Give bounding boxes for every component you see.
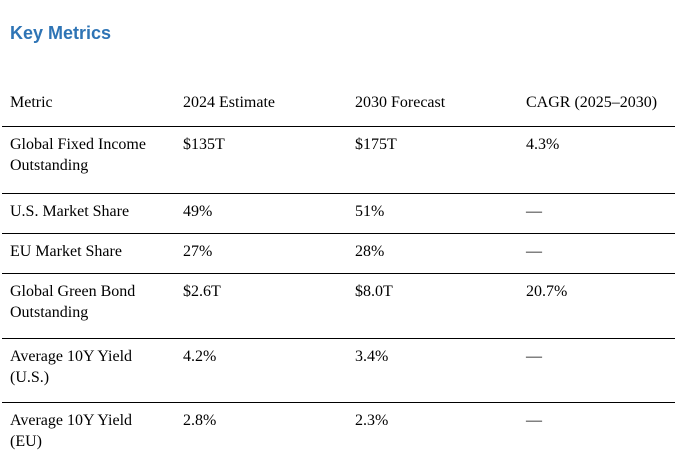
estimate-2024-cell: $135T [183,135,225,153]
forecast-2030-cell: 51% [355,202,385,220]
table-row: EU Market Share 27% 28% — [2,233,675,273]
page-title: Key Metrics [10,23,112,43]
metric-cell: EU Market Share [10,242,122,260]
table-row: U.S. Market Share 49% 51% — [2,193,675,233]
estimate-2024-cell: 4.2% [183,347,217,365]
table-row: Global Fixed Income Outstanding $135T $1… [2,126,675,193]
estimate-2024-cell: 2.8% [183,411,217,429]
forecast-2030-cell: $175T [355,135,397,153]
cagr-cell: — [526,347,542,365]
metric-cell: U.S. Market Share [10,202,130,220]
estimate-2024-cell: $2.6T [183,282,221,300]
estimate-2024-cell: 27% [183,242,213,260]
cagr-cell: 20.7% [526,282,568,300]
metric-cell: Global Fixed Income Outstanding [10,135,146,174]
cagr-cell: — [526,242,542,260]
column-header-metric: Metric [10,94,53,111]
estimate-2024-cell: 49% [183,202,213,220]
forecast-2030-cell: 2.3% [355,411,389,429]
table-header-row: Metric 2024 Estimate 2030 Forecast CAGR … [2,85,675,126]
key-metrics-table: Metric 2024 Estimate 2030 Forecast CAGR … [2,85,675,450]
table-row: Global Green Bond Outstanding $2.6T $8.0… [2,273,675,338]
cagr-cell: — [526,202,542,220]
table-row: Average 10Y Yield (U.S.) 4.2% 3.4% — [2,338,675,402]
metric-cell: Average 10Y Yield (U.S.) [10,347,133,386]
forecast-2030-cell: 3.4% [355,347,389,365]
cagr-cell: — [526,411,542,429]
column-header-2024-estimate: 2024 Estimate [183,94,275,111]
cagr-cell: 4.3% [526,135,560,153]
forecast-2030-cell: 28% [355,242,385,260]
forecast-2030-cell: $8.0T [355,282,393,300]
metric-cell: Global Green Bond Outstanding [10,282,136,321]
column-header-cagr: CAGR (2025–2030) [526,94,658,111]
table-row: Average 10Y Yield (EU) 2.8% 2.3% — [2,402,675,450]
column-header-2030-forecast: 2030 Forecast [355,94,446,111]
metric-cell: Average 10Y Yield (EU) [10,411,133,450]
